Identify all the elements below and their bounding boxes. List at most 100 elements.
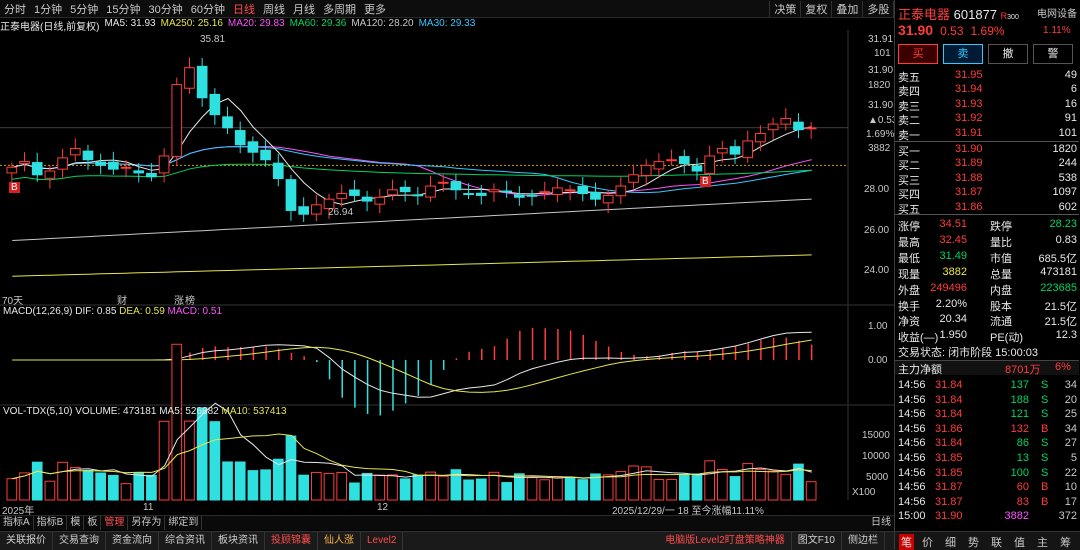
stat-value: 12.3	[1055, 329, 1077, 342]
link-level2-promo[interactable]: 电脑版Level2盯盘策略神器	[659, 532, 792, 550]
tick-side: S	[1041, 393, 1049, 406]
tab-manage[interactable]: 管理	[101, 516, 129, 530]
volume-bar	[501, 482, 512, 501]
tool-2[interactable]: 叠加	[831, 0, 862, 17]
tool-1[interactable]: 复权	[800, 0, 831, 17]
tool-0[interactable]: 决策	[769, 0, 800, 17]
period-tabs: 分时 1分钟 5分钟 15分钟 30分钟 60分钟 日线 周线 月线 多周期 更多	[0, 0, 390, 17]
panel-tab-3[interactable]: 势	[968, 537, 979, 549]
macd-tick-1: 1.00	[868, 321, 888, 332]
order-price: 31.86	[955, 200, 983, 213]
axis-price-9: 28.00	[864, 184, 890, 195]
volume-bar	[146, 474, 157, 501]
period-tab-2[interactable]: 5分钟	[70, 3, 99, 16]
stock-name: 正泰电器	[898, 7, 951, 22]
axis-price-6: ▲0.53	[868, 115, 898, 126]
period-tab-0[interactable]: 分时	[4, 3, 26, 16]
tab-bind[interactable]: 绑定到	[165, 516, 203, 530]
volume-bar	[666, 478, 677, 501]
stat-value: 32.45	[939, 233, 967, 246]
period-tab-9[interactable]: 多周期	[323, 3, 356, 16]
axis-price-2: 101	[874, 48, 891, 59]
link-f10[interactable]: 图文F10	[792, 532, 842, 550]
panel-tab-2[interactable]: 细	[945, 537, 956, 549]
panel-tab-7[interactable]: 筹	[1060, 537, 1071, 549]
volume-bar	[767, 470, 779, 501]
candle-body	[247, 141, 259, 153]
buy-button[interactable]: 买	[898, 44, 938, 64]
panel-tab-1[interactable]: 价	[922, 537, 933, 549]
link-trade[interactable]: 交易查询	[53, 532, 106, 550]
candle-body	[615, 185, 627, 197]
tab-indicator-a[interactable]: 指标A	[0, 516, 34, 530]
status-bar: 关联报价 交易查询 资金流向 综合资讯 板块资讯 投顾锦囊 仙人涨 Level2 电脑版Lev…	[0, 531, 1080, 550]
tab-mo[interactable]: 模	[67, 516, 85, 530]
ma30-label: MA30: 29.33	[418, 18, 476, 29]
period-tab-4[interactable]: 30分钟	[148, 3, 183, 16]
order-divider	[895, 141, 1079, 142]
candle-body	[501, 190, 512, 193]
tab-period-right[interactable]: 日线	[871, 517, 891, 528]
candle-body	[272, 162, 284, 180]
tool-3[interactable]: 多股	[862, 0, 893, 17]
net-label: 主力净额	[898, 364, 942, 376]
tab-indicator-b[interactable]: 指标B	[34, 516, 68, 530]
tick-price: 31.85	[935, 452, 963, 464]
period-tab-6[interactable]: 日线	[233, 3, 255, 16]
dea-line	[12, 339, 812, 393]
volume-bar	[564, 477, 576, 501]
tick-row: 14:56 31.84 188 S 20	[895, 394, 1079, 408]
stat-label: 涨停	[898, 221, 920, 233]
panel-tab-0[interactable]: 笔	[899, 534, 914, 550]
tick-volume: 121	[1010, 408, 1029, 421]
cancel-order-button[interactable]: 撤	[988, 44, 1028, 64]
period-tab-3[interactable]: 15分钟	[106, 3, 141, 16]
link-quote[interactable]: 关联报价	[0, 532, 53, 550]
link-sidebar[interactable]: 侧边栏	[842, 532, 885, 550]
order-row: 买五 31.86 602	[895, 200, 1079, 216]
volume-bar	[793, 463, 804, 501]
ma120-label: MA120: 28.20	[351, 18, 414, 29]
stat-row: 最高 32.45 量比 0.83	[895, 233, 1079, 249]
candle-body	[539, 191, 551, 194]
tick-count: 17	[1064, 495, 1077, 508]
tick-count: 27	[1064, 437, 1077, 450]
tab-save-as[interactable]: 另存为	[128, 516, 166, 530]
period-tab-5[interactable]: 60分钟	[190, 3, 225, 16]
order-price: 31.90	[955, 143, 983, 155]
volume-bar	[526, 477, 538, 501]
panel-tab-5[interactable]: 值	[1014, 537, 1025, 549]
volume-bar	[653, 478, 665, 501]
stat-row: 净资 20.34 流通 21.5亿	[895, 313, 1079, 328]
tick-time: 14:56	[898, 495, 926, 508]
panel-tab-6[interactable]: 主	[1037, 537, 1048, 549]
link-level2[interactable]: Level2	[361, 532, 404, 550]
volume-bar	[704, 460, 715, 501]
candle-body	[564, 189, 576, 192]
vol-title: VOL-TDX(5,10)	[3, 406, 73, 417]
period-tab-8[interactable]: 月线	[293, 3, 315, 16]
period-tab-10[interactable]: 更多	[364, 3, 386, 16]
sector-name[interactable]: 电网设备	[1037, 9, 1077, 20]
link-xianren[interactable]: 仙人涨	[318, 532, 361, 550]
tick-side: S	[1041, 408, 1049, 421]
link-advisor[interactable]: 投顾锦囊	[265, 532, 318, 550]
alert-button[interactable]: 警	[1033, 44, 1073, 64]
tick-price: 31.84	[935, 379, 963, 391]
kline-chart[interactable]	[0, 30, 894, 515]
tick-time: 14:56	[898, 408, 926, 421]
link-flow[interactable]: 资金流向	[106, 532, 159, 550]
panel-tab-4[interactable]: 联	[991, 537, 1002, 549]
link-news[interactable]: 综合资讯	[159, 532, 212, 550]
stock-header: 正泰电器 601877 R300	[898, 4, 1019, 23]
candle-body	[209, 93, 221, 116]
tick-count: 34	[1064, 379, 1077, 391]
stat-value: 2.20%	[935, 297, 967, 310]
period-tab-7[interactable]: 周线	[263, 3, 285, 16]
sell-button[interactable]: 卖	[943, 44, 983, 64]
net-pct: 6%	[1055, 361, 1071, 373]
link-sector[interactable]: 板块资讯	[212, 532, 265, 550]
candle-body	[628, 174, 639, 183]
period-tab-1[interactable]: 1分钟	[34, 3, 63, 16]
tab-ban[interactable]: 板	[84, 516, 102, 530]
